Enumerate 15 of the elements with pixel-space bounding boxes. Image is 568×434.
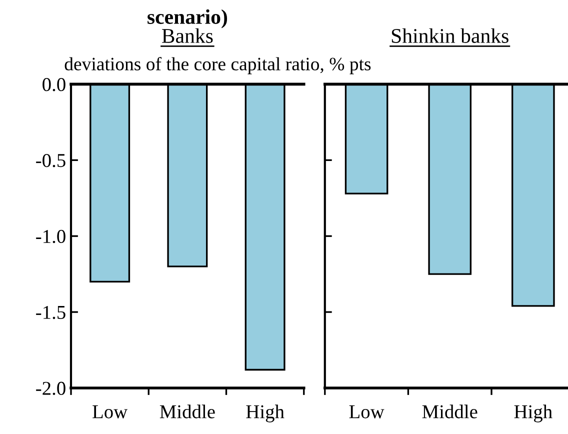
x-tick-label: Low [92, 405, 128, 418]
y-tick-label: -1.5 [36, 306, 66, 320]
x-tick-label: Middle [160, 404, 215, 418]
x-tick-label: High [246, 404, 284, 422]
text: scenario) [148, 9, 228, 28]
y-tick-label: -1.0 [36, 230, 66, 244]
chart-subtitle: deviations of the core capital ratio, % pts [64, 57, 371, 74]
chart-title: Banks [162, 28, 213, 43]
x-tick-label: Low [349, 405, 384, 418]
x-tick-label: Middle [422, 404, 478, 418]
y-tick-label: 0.0 [42, 78, 66, 92]
y-tick-label: -0.5 [36, 154, 66, 168]
chart-title: Shinkin banks [392, 28, 508, 43]
x-tick-label: High [514, 404, 552, 422]
y-tick-label: -2.0 [36, 382, 66, 396]
